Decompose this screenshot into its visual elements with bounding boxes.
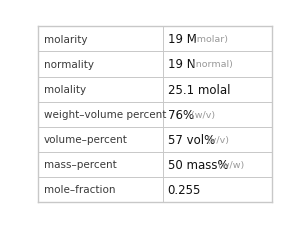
Text: weight–volume percent: weight–volume percent — [43, 110, 166, 120]
Text: (w/w): (w/w) — [215, 160, 244, 169]
Text: normality: normality — [43, 60, 94, 70]
Text: (v/v): (v/v) — [204, 135, 229, 144]
Text: molality: molality — [43, 85, 86, 95]
Text: (normal): (normal) — [189, 60, 233, 69]
Text: molarity: molarity — [43, 35, 87, 45]
Text: mole–fraction: mole–fraction — [43, 185, 115, 195]
Text: (w/v): (w/v) — [188, 110, 215, 119]
Text: 19 N: 19 N — [168, 58, 195, 71]
Text: 76%: 76% — [168, 108, 194, 121]
Text: 50 mass%: 50 mass% — [168, 158, 228, 171]
Text: volume–percent: volume–percent — [43, 135, 127, 145]
Text: 0.255: 0.255 — [168, 183, 201, 196]
Text: 57 vol%: 57 vol% — [168, 133, 215, 146]
Text: (molar): (molar) — [190, 35, 228, 44]
Text: 25.1 molal: 25.1 molal — [168, 83, 230, 96]
Text: 19 M: 19 M — [168, 33, 197, 46]
Text: mass–percent: mass–percent — [43, 160, 116, 170]
